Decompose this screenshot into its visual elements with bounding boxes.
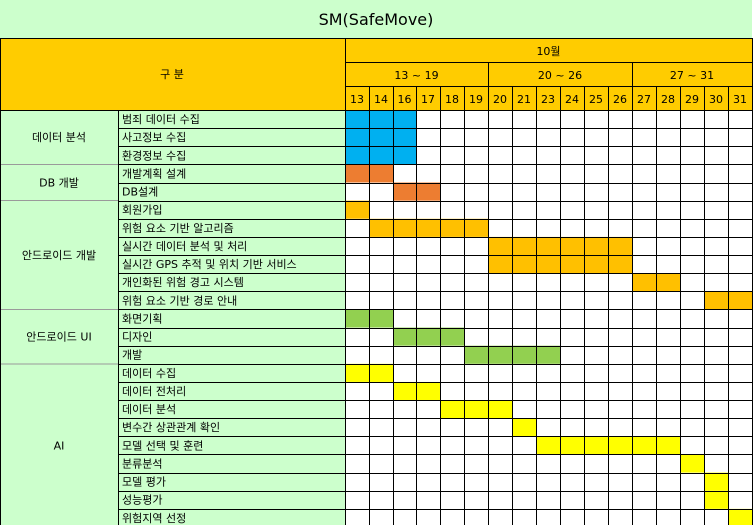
task-bar — [680, 454, 704, 473]
day-label: 17 — [421, 93, 435, 106]
title-background — [0, 0, 752, 38]
task-label: 모델 평가 — [122, 476, 166, 489]
task-bar — [345, 110, 416, 129]
task-label: 위험지역 선정 — [122, 512, 186, 525]
task-bar — [345, 146, 416, 165]
task-label: 화면기획 — [122, 312, 162, 325]
day-label: 29 — [685, 93, 699, 106]
task-label: 실시간 GPS 추적 및 위치 기반 서비스 — [122, 258, 297, 271]
timeline-header-background — [345, 38, 752, 110]
task-label: 분류분석 — [122, 457, 162, 470]
task-label: 데이터 전처리 — [122, 385, 186, 398]
day-label: 14 — [374, 93, 388, 106]
day-label: 30 — [709, 93, 723, 106]
day-label: 26 — [613, 93, 627, 106]
task-bar — [728, 508, 752, 525]
day-label: 25 — [589, 93, 603, 106]
category-header-background — [0, 38, 345, 110]
task-label: 성능평가 — [122, 494, 162, 507]
task-column-background — [0, 110, 345, 525]
task-label: 개인화된 위험 경고 시스템 — [122, 276, 244, 289]
task-label: 환경정보 수집 — [122, 149, 186, 162]
task-label: 데이터 분석 — [122, 403, 176, 416]
day-label: 27 — [637, 93, 651, 106]
day-label: 19 — [469, 93, 483, 106]
task-label: 개발 — [122, 349, 142, 362]
month-label: 10월 — [536, 45, 560, 58]
week-label: 20 ~ 26 — [538, 69, 582, 82]
group-label: 안드로이드 개발 — [22, 249, 96, 262]
task-label: 위험 요소 기반 경로 안내 — [122, 294, 237, 307]
task-label: 회원가입 — [122, 204, 162, 217]
category-header-label: 구 분 — [160, 68, 184, 81]
task-label: DB설계 — [122, 186, 158, 199]
group-label: DB 개발 — [39, 177, 79, 190]
task-label: 변수간 상관관계 확인 — [122, 421, 220, 434]
task-label: 사고정보 수집 — [122, 131, 186, 144]
task-bar — [704, 472, 728, 491]
group-label: 안드로이드 UI — [26, 331, 91, 344]
day-label: 23 — [541, 93, 555, 106]
task-bar — [393, 327, 464, 346]
day-label: 20 — [493, 93, 507, 106]
day-label: 13 — [350, 93, 364, 106]
task-label: 데이터 수집 — [122, 367, 176, 380]
chart-title: SM(SafeMove) — [319, 10, 434, 29]
day-label: 21 — [517, 93, 531, 106]
task-label: 모델 선택 및 훈련 — [122, 439, 203, 452]
day-label: 16 — [398, 93, 412, 106]
group-label: AI — [54, 439, 65, 452]
task-label: 개발계획 설계 — [122, 167, 186, 180]
day-label: 28 — [661, 93, 675, 106]
task-bar — [440, 400, 512, 419]
day-label: 31 — [733, 93, 747, 106]
task-bar — [345, 128, 416, 147]
week-label: 27 ~ 31 — [670, 69, 714, 82]
task-label: 실시간 데이터 분석 및 처리 — [122, 240, 247, 253]
task-label: 범죄 데이터 수집 — [122, 113, 200, 126]
week-label: 13 ~ 19 — [394, 69, 438, 82]
task-label: 디자인 — [122, 331, 152, 344]
task-bar — [704, 490, 728, 509]
task-bar — [512, 418, 536, 437]
task-label: 위험 요소 기반 알고리즘 — [122, 221, 234, 235]
task-bar — [345, 200, 369, 219]
group-label: 데이터 분석 — [32, 131, 86, 144]
day-label: 24 — [565, 93, 579, 106]
day-label: 18 — [445, 93, 459, 106]
task-bar — [369, 218, 488, 237]
